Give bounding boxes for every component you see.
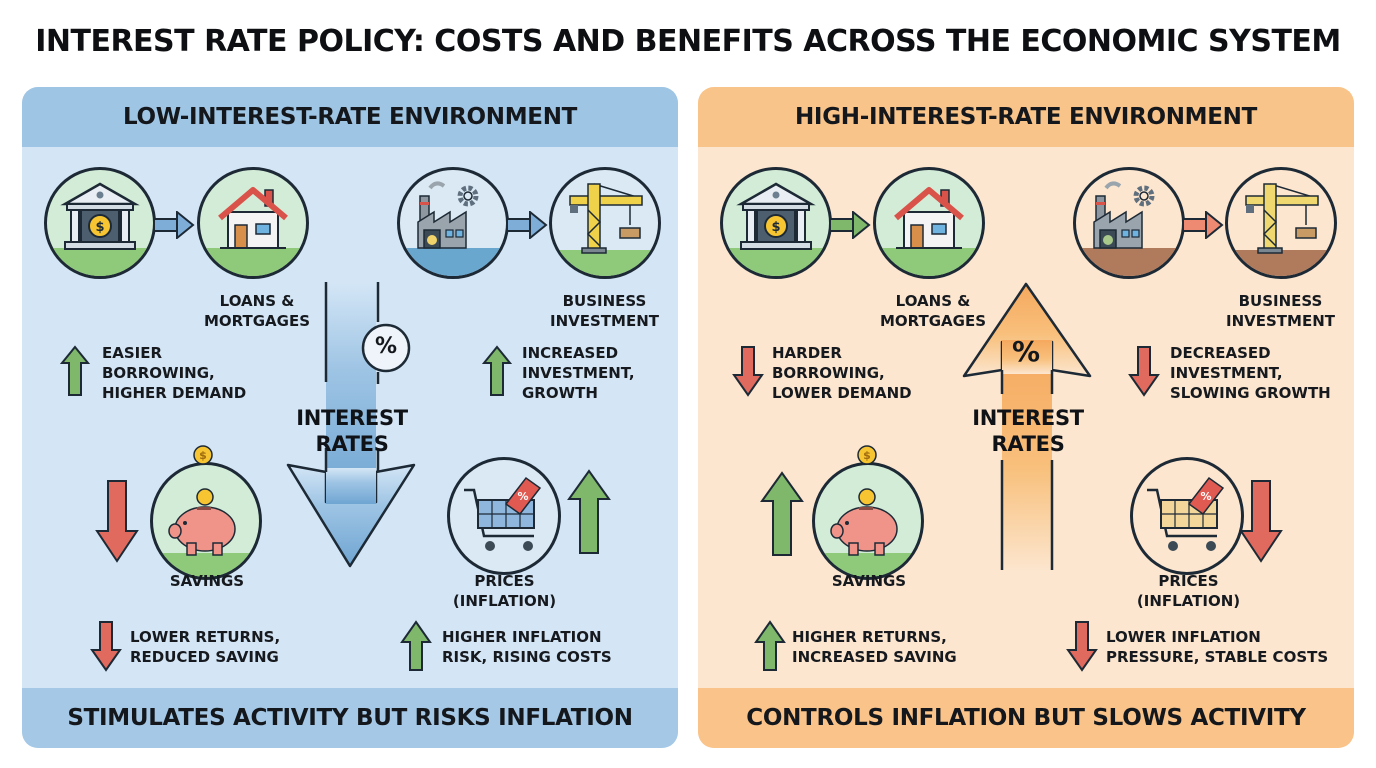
house-icon xyxy=(873,167,985,279)
high-rate-panel: HIGH-INTEREST-RATE ENVIRONMENT $ xyxy=(698,87,1354,748)
crane-icon xyxy=(549,167,661,279)
bank-icon: $ xyxy=(720,167,832,279)
interest-rates-label: INTEREST RATES xyxy=(972,406,1084,456)
down-arrow-icon xyxy=(95,480,139,563)
low-rate-panel: LOW-INTEREST-RATE ENVIRONMENT $ xyxy=(22,87,678,748)
coin-icon: $ xyxy=(857,445,877,465)
interest-rate-down-arrow-icon xyxy=(286,282,416,568)
up-arrow-icon xyxy=(482,345,512,396)
shopping-cart-icon: % xyxy=(1130,457,1244,575)
high-panel-footer: CONTROLS INFLATION BUT SLOWS ACTIVITY xyxy=(698,688,1354,748)
loans-effect: HARDER BORROWING, LOWER DEMAND xyxy=(772,344,912,402)
loans-effect: EASIER BORROWING, HIGHER DEMAND xyxy=(102,344,247,402)
arrow-right-icon xyxy=(831,211,871,239)
up-arrow-icon xyxy=(60,345,90,396)
svg-text:$: $ xyxy=(863,449,871,462)
business-effect: DECREASED INVESTMENT, SLOWING GROWTH xyxy=(1170,344,1331,402)
piggy-bank-icon xyxy=(812,462,924,580)
down-arrow-icon xyxy=(1128,346,1160,397)
arrow-right-icon xyxy=(155,211,195,239)
interest-rates-label: INTEREST RATES xyxy=(296,406,408,456)
piggy-bank-icon xyxy=(150,462,262,580)
interest-rate-up-arrow-icon xyxy=(962,282,1092,572)
savings-label: SAVINGS xyxy=(831,572,907,590)
savings-effect: HIGHER RETURNS, INCREASED SAVING xyxy=(792,628,957,666)
prices-label: PRICES (INFLATION) xyxy=(1136,572,1241,610)
percent-icon: % xyxy=(1011,335,1041,368)
low-panel-header: LOW-INTEREST-RATE ENVIRONMENT xyxy=(22,87,678,147)
down-arrow-icon xyxy=(1239,480,1283,563)
low-panel-footer: STIMULATES ACTIVITY BUT RISKS INFLATION xyxy=(22,688,678,748)
business-label: BUSINESS INVESTMENT xyxy=(1226,292,1335,330)
factory-icon xyxy=(1073,167,1185,279)
house-icon xyxy=(197,167,309,279)
prices-effect: HIGHER INFLATION RISK, RISING COSTS xyxy=(442,628,612,666)
business-effect: INCREASED INVESTMENT, GROWTH xyxy=(522,344,635,402)
down-arrow-icon xyxy=(732,346,764,397)
svg-text:%: % xyxy=(517,490,528,503)
loans-label: LOANS & MORTGAGES xyxy=(203,292,311,330)
loans-label: LOANS & MORTGAGES xyxy=(879,292,987,330)
shopping-cart-icon: % xyxy=(447,457,561,575)
svg-text:$: $ xyxy=(771,220,780,235)
bank-icon: $ xyxy=(44,167,156,279)
svg-text:$: $ xyxy=(95,220,104,235)
savings-label: SAVINGS xyxy=(169,572,245,590)
arrow-right-icon xyxy=(1184,211,1224,239)
up-arrow-icon xyxy=(754,620,786,671)
svg-text:$: $ xyxy=(199,449,207,462)
crane-icon xyxy=(1225,167,1337,279)
prices-label: PRICES (INFLATION) xyxy=(452,572,557,610)
svg-text:%: % xyxy=(1200,490,1211,503)
up-arrow-icon xyxy=(400,620,432,671)
factory-icon xyxy=(397,167,509,279)
page-title: INTEREST RATE POLICY: COSTS AND BENEFITS… xyxy=(35,24,1341,59)
prices-effect: LOWER INFLATION PRESSURE, STABLE COSTS xyxy=(1106,628,1329,666)
coin-icon: $ xyxy=(193,445,213,465)
up-arrow-icon xyxy=(567,469,611,554)
high-panel-header: HIGH-INTEREST-RATE ENVIRONMENT xyxy=(698,87,1354,147)
up-arrow-icon xyxy=(760,471,804,556)
percent-icon: % xyxy=(374,334,398,359)
down-arrow-icon xyxy=(1066,621,1098,672)
business-label: BUSINESS INVESTMENT xyxy=(550,292,659,330)
savings-effect: LOWER RETURNS, REDUCED SAVING xyxy=(130,628,281,666)
down-arrow-icon xyxy=(90,621,122,672)
arrow-right-icon xyxy=(508,211,548,239)
